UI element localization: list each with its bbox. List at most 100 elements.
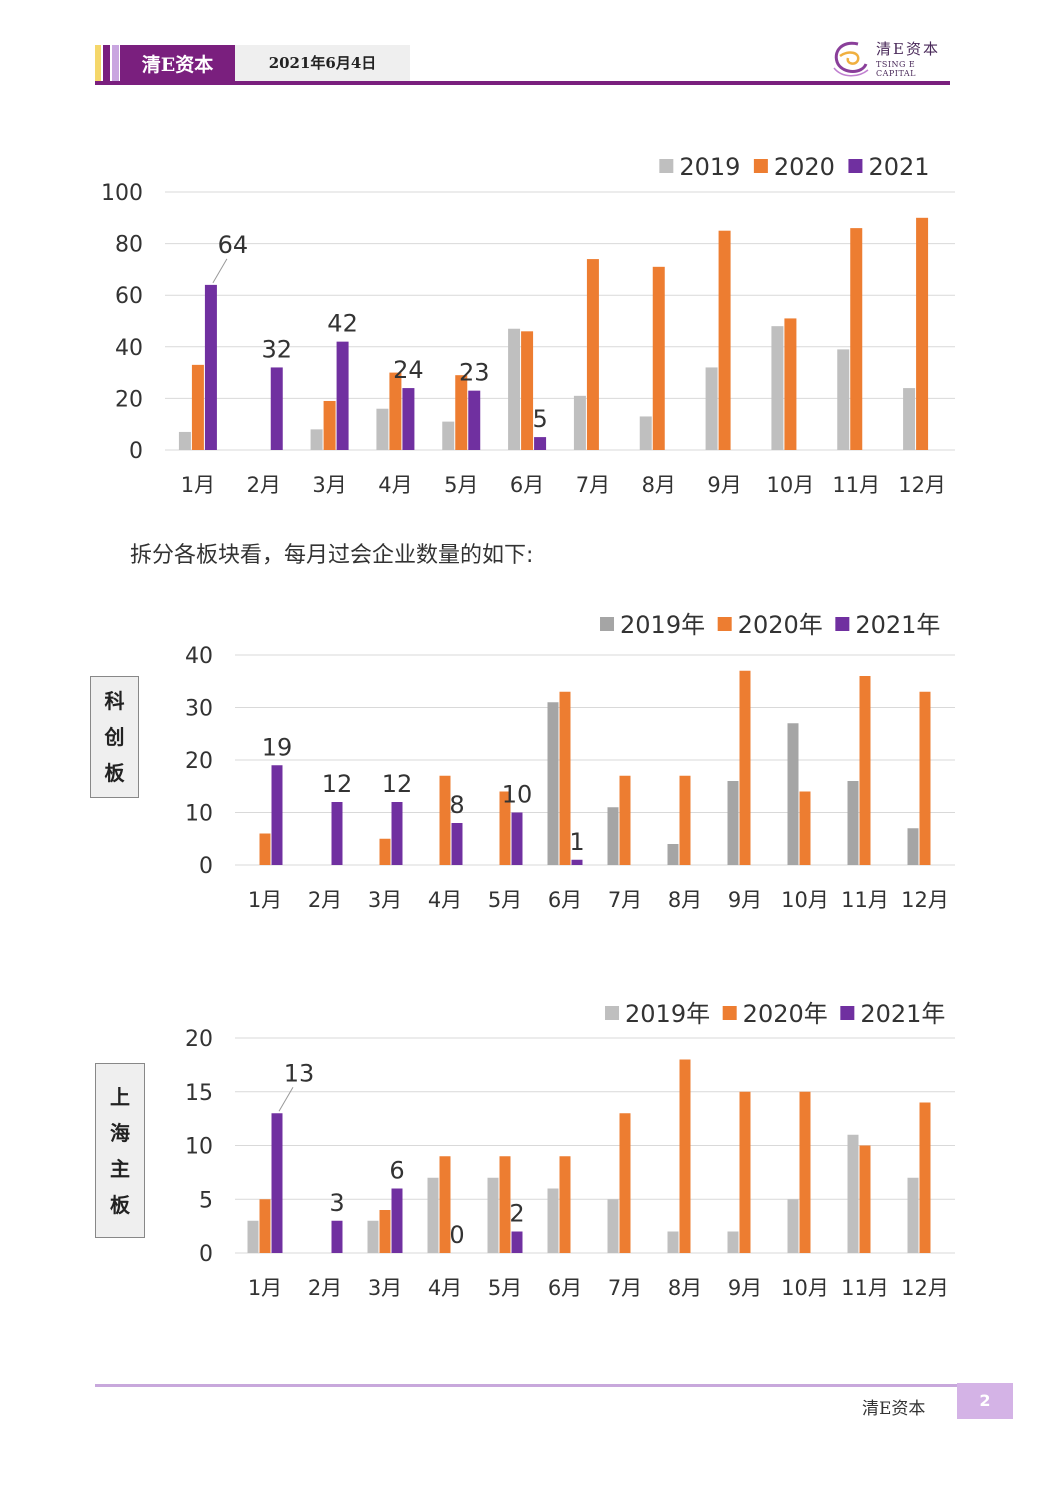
bar-2020-5月 — [455, 375, 468, 450]
footer-rule — [95, 1384, 957, 1387]
data-label: 3 — [329, 1189, 344, 1217]
data-label: 23 — [459, 359, 490, 387]
bar-2020年-1月 — [259, 1199, 271, 1253]
bar-2020年-3月 — [379, 838, 391, 865]
bar-2021年-6月 — [571, 859, 583, 865]
bar-2019-5月 — [442, 421, 455, 450]
bar-2021年-5月 — [511, 1231, 523, 1253]
bar-2019年-1月 — [247, 1220, 259, 1253]
x-tick-label: 5月 — [488, 888, 522, 912]
bar-2020年-4月 — [439, 775, 451, 865]
page-number: 2 — [957, 1383, 1013, 1419]
bar-2020年-7月 — [619, 775, 631, 865]
y-tick-label: 5 — [199, 1188, 213, 1213]
bar-2020年-9月 — [739, 1091, 751, 1253]
data-label: 1 — [569, 828, 584, 856]
legend-swatch — [659, 159, 674, 173]
bar-2019年-7月 — [607, 1199, 619, 1253]
bar-2021年-2月 — [331, 802, 343, 865]
bar-2019-9月 — [705, 367, 718, 450]
bar-2019年-6月 — [547, 1188, 559, 1253]
x-tick-label: 5月 — [444, 473, 478, 497]
x-tick-label: 1月 — [248, 888, 282, 912]
footer-brand: 清E资本 — [862, 1399, 926, 1419]
bar-2019年-9月 — [727, 781, 739, 865]
data-label: 19 — [262, 733, 293, 761]
intro-text: 拆分各板块看，每月过会企业数量的如下: — [130, 543, 534, 568]
x-tick-label: 3月 — [368, 888, 402, 912]
y-tick-label: 15 — [185, 1081, 213, 1106]
bar-2019-4月 — [376, 408, 389, 450]
data-label-leader — [212, 258, 228, 284]
legend-label: 2019 — [679, 153, 740, 181]
x-tick-label: 7月 — [608, 888, 642, 912]
x-tick-label: 1月 — [248, 1276, 282, 1300]
bar-2021年-5月 — [511, 812, 523, 865]
y-tick-label: 0 — [199, 1242, 213, 1267]
bar-2020年-5月 — [499, 791, 511, 865]
y-tick-label: 20 — [185, 1027, 213, 1052]
legend-label: 2020年 — [738, 611, 823, 639]
legend-label: 2021年 — [855, 611, 940, 639]
bar-2021-5月 — [468, 390, 481, 450]
y-tick-label: 100 — [101, 181, 143, 206]
y-tick-label: 20 — [115, 387, 143, 412]
x-tick-label: 3月 — [312, 473, 346, 497]
bar-2019-11月 — [837, 349, 850, 450]
y-tick-label: 40 — [115, 336, 143, 361]
bar-2020年-7月 — [619, 1113, 631, 1253]
x-tick-label: 10月 — [781, 888, 829, 912]
bar-2021-6月 — [534, 437, 547, 450]
data-label: 0 — [449, 1221, 464, 1249]
bar-2020年-1月 — [259, 833, 271, 865]
bar-2019年-10月 — [787, 1199, 799, 1253]
bar-2021-1月 — [204, 284, 217, 450]
x-tick-label: 4月 — [428, 1276, 462, 1300]
bar-2021年-3月 — [391, 1188, 403, 1253]
y-tick-label: 10 — [185, 1135, 213, 1160]
bar-2021年-1月 — [271, 765, 283, 865]
bar-2020年-8月 — [679, 775, 691, 865]
bar-2020年-6月 — [559, 691, 571, 865]
legend-label: 2020年 — [743, 1000, 828, 1028]
bar-2019年-7月 — [607, 807, 619, 865]
y-tick-label: 10 — [185, 802, 213, 827]
x-tick-label: 11月 — [832, 473, 880, 497]
bar-2019-10月 — [771, 326, 784, 450]
tag-shanghai-char-2: 海 — [110, 1120, 130, 1145]
data-label: 10 — [502, 781, 533, 809]
logo-swirl-icon — [833, 41, 869, 77]
bar-2019-8月 — [639, 416, 652, 450]
bar-2021-3月 — [336, 341, 349, 450]
bar-2019-7月 — [573, 395, 586, 450]
data-label: 42 — [327, 310, 358, 338]
tag-shanghai-main-board: 上 海 主 板 — [95, 1063, 145, 1238]
bar-2021年-2月 — [331, 1220, 343, 1253]
tag-star-char-1: 科 — [104, 689, 125, 713]
x-tick-label: 6月 — [510, 473, 544, 497]
bar-2020年-3月 — [379, 1210, 391, 1253]
x-tick-label: 11月 — [841, 888, 889, 912]
bar-2020-11月 — [850, 228, 863, 450]
bar-2020年-6月 — [559, 1156, 571, 1253]
y-tick-label: 0 — [199, 854, 213, 879]
bar-2020年-12月 — [919, 1102, 931, 1253]
bar-2019年-11月 — [847, 1134, 859, 1253]
x-tick-label: 12月 — [901, 888, 949, 912]
bar-2020-9月 — [718, 230, 731, 450]
legend-label: 2021 — [868, 153, 929, 181]
legend-label: 2020 — [774, 153, 835, 181]
y-tick-label: 80 — [115, 233, 143, 258]
legend-label: 2019年 — [625, 1000, 710, 1028]
x-tick-label: 7月 — [608, 1276, 642, 1300]
y-tick-label: 0 — [129, 439, 143, 464]
bar-2019年-8月 — [667, 1231, 679, 1253]
logo-english-name: TSING E CAPITAL — [876, 60, 916, 78]
tag-star-char-3: 板 — [104, 761, 125, 785]
bar-2019-6月 — [508, 328, 521, 450]
bar-2019-3月 — [310, 429, 323, 450]
header-brand: 清E资本 — [120, 45, 235, 85]
tag-shanghai-char-1: 上 — [110, 1084, 130, 1109]
bar-2021-4月 — [402, 388, 415, 450]
